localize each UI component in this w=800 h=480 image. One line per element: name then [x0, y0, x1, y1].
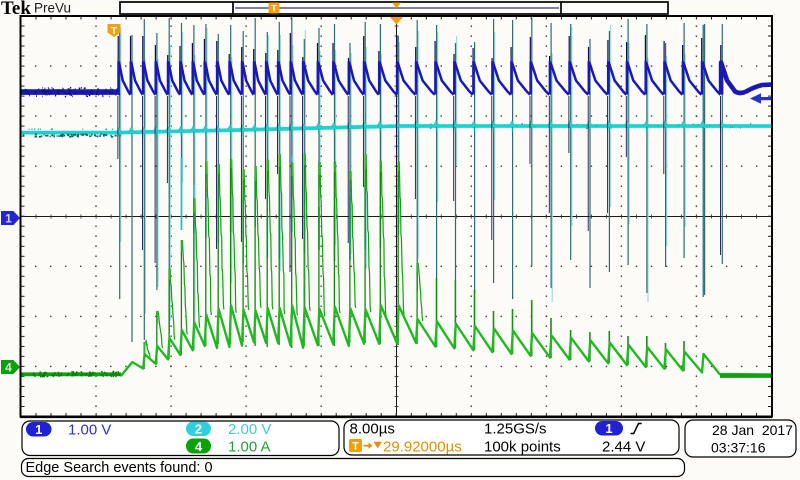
- svg-text:1.25GS/s: 1.25GS/s: [484, 421, 547, 438]
- svg-text:PreVu: PreVu: [34, 1, 71, 16]
- svg-text:2.00 V: 2.00 V: [228, 421, 271, 438]
- svg-text:T: T: [352, 441, 359, 453]
- svg-text:2.44 V: 2.44 V: [602, 439, 645, 456]
- svg-text:03:37:16: 03:37:16: [711, 440, 766, 456]
- svg-text:Edge Search events found: 0: Edge Search events found: 0: [26, 460, 213, 476]
- svg-text:8.00µs: 8.00µs: [350, 421, 395, 438]
- svg-text:T: T: [111, 26, 117, 37]
- svg-text:1.00 A: 1.00 A: [228, 439, 271, 456]
- svg-text:1: 1: [35, 422, 42, 437]
- svg-text:1: 1: [5, 212, 12, 226]
- svg-text:Tek: Tek: [1, 0, 31, 19]
- svg-text:4: 4: [5, 361, 12, 375]
- svg-text:1: 1: [605, 421, 612, 436]
- svg-text:1.00 V: 1.00 V: [68, 422, 111, 439]
- svg-text:28 Jan 2017: 28 Jan 2017: [712, 422, 793, 438]
- svg-text:100k points: 100k points: [484, 439, 561, 456]
- svg-text:2: 2: [195, 422, 202, 437]
- svg-text:T: T: [271, 4, 277, 14]
- svg-text:29.92000µs: 29.92000µs: [383, 439, 462, 456]
- svg-text:4: 4: [195, 439, 203, 454]
